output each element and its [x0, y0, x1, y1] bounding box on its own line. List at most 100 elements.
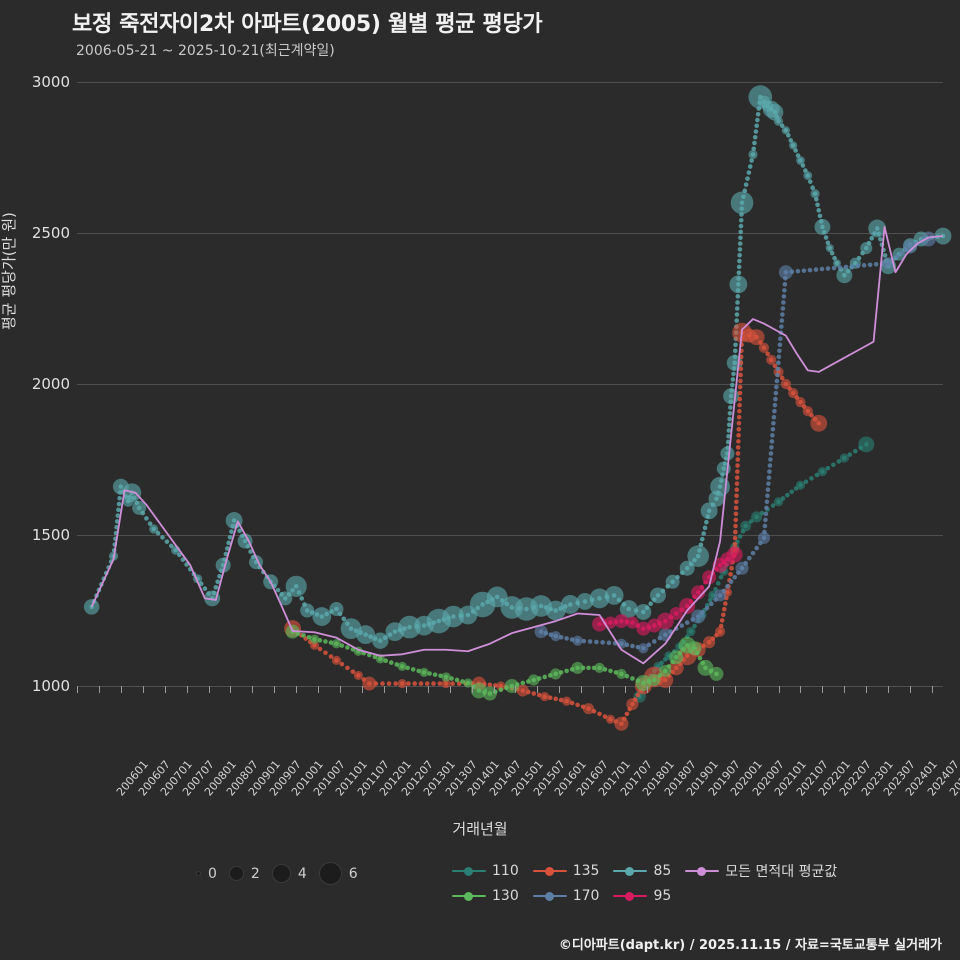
legend-label: 135 — [572, 862, 600, 879]
x-tick — [647, 686, 649, 693]
legend-marker-icon — [685, 865, 720, 877]
data-point — [616, 668, 627, 679]
x-tick — [690, 686, 692, 693]
legend-item-110[interactable]: 110 — [452, 863, 519, 879]
data-point — [572, 635, 583, 646]
data-point — [766, 103, 784, 121]
x-tick — [405, 686, 407, 693]
data-point — [528, 674, 540, 686]
legend-row: 110 135 85 모든 면적대 평균값 — [452, 858, 912, 883]
data-point — [482, 686, 497, 701]
data-point — [780, 378, 791, 390]
data-point — [748, 149, 758, 160]
data-point — [614, 614, 629, 629]
data-point — [726, 546, 743, 563]
x-tick — [383, 686, 385, 693]
series-모든 면적대 평균값 — [90, 226, 944, 665]
data-point — [626, 616, 639, 629]
data-point — [340, 618, 362, 639]
data-point — [397, 661, 407, 671]
data-point — [638, 643, 649, 654]
data-point — [669, 650, 684, 665]
legend-size-label: 0 — [208, 865, 217, 882]
x-tick — [142, 686, 144, 693]
data-point — [748, 329, 765, 346]
data-point — [504, 679, 519, 693]
data-point — [604, 586, 624, 605]
x-tick — [98, 686, 100, 693]
data-point — [740, 520, 751, 532]
data-point — [650, 587, 666, 604]
x-tick — [866, 686, 868, 693]
legend-size-item: 2 — [228, 866, 272, 882]
data-point — [362, 676, 377, 691]
x-axis-ticks — [77, 686, 943, 700]
data-point — [659, 664, 672, 677]
legend-item-모든 면적대 평균값[interactable]: 모든 면적대 평균값 — [685, 861, 837, 881]
legend-label: 95 — [653, 887, 672, 904]
data-point — [669, 607, 683, 621]
x-tick — [756, 686, 758, 693]
x-tick — [910, 686, 912, 693]
x-tick — [603, 686, 605, 693]
data-point — [679, 598, 696, 614]
legend-label: 85 — [653, 862, 672, 879]
data-point — [665, 574, 680, 589]
data-point — [278, 591, 293, 606]
data-point — [516, 684, 529, 697]
data-point — [285, 575, 307, 597]
legend-label: 110 — [492, 862, 519, 879]
data-point — [839, 453, 849, 463]
x-tick — [449, 686, 451, 693]
data-point — [619, 600, 638, 618]
footer-credit: ©디아파트(dapt.kr) / 2025.11.15 / 자료=국토교통부 실… — [558, 938, 942, 953]
data-point — [686, 627, 696, 637]
data-point — [626, 698, 639, 711]
x-tick — [559, 686, 561, 693]
series-170 — [534, 231, 936, 654]
data-point — [540, 691, 550, 702]
data-point — [331, 655, 342, 665]
data-point — [778, 265, 793, 280]
legend-item-85[interactable]: 85 — [613, 863, 671, 879]
x-tick — [668, 686, 670, 693]
data-point — [795, 480, 806, 490]
data-point — [687, 545, 710, 567]
x-axis-title: 거래년월 — [452, 820, 508, 838]
x-axis-tick-labels: 200601 200607 200701 200707 200801 200807 2009… — [77, 686, 960, 799]
legend-label: 130 — [492, 887, 519, 904]
x-tick — [164, 686, 166, 693]
data-point — [372, 632, 389, 649]
data-point — [353, 670, 363, 681]
x-tick — [120, 686, 122, 693]
legend-item-130[interactable]: 130 — [452, 888, 519, 904]
series-85 — [83, 85, 952, 649]
x-tick — [537, 686, 539, 693]
data-point — [714, 589, 727, 602]
series-layer — [83, 85, 952, 731]
data-point — [441, 678, 451, 689]
data-point — [594, 662, 605, 673]
series-130 — [285, 624, 724, 701]
legend-size-label: 6 — [348, 865, 358, 882]
data-point — [635, 604, 652, 620]
data-point — [810, 414, 828, 432]
data-point — [658, 628, 672, 642]
data-point — [814, 219, 831, 235]
legend-item-135[interactable]: 135 — [532, 862, 600, 879]
legend-item-170[interactable]: 170 — [532, 888, 599, 904]
data-point — [795, 397, 806, 408]
data-point — [571, 661, 584, 674]
x-tick — [625, 686, 627, 693]
x-tick — [581, 686, 583, 693]
x-tick — [208, 686, 210, 693]
data-point — [329, 601, 344, 616]
data-point — [605, 714, 616, 724]
data-point — [781, 126, 790, 135]
data-point — [730, 191, 754, 215]
gridline-2000 — [77, 384, 943, 385]
data-point — [648, 673, 661, 687]
data-point — [868, 219, 887, 238]
legend-item-95[interactable]: 95 — [613, 888, 671, 904]
legend-series: 110 135 85 모든 면적대 평균값 130 170 95 — [452, 858, 912, 908]
